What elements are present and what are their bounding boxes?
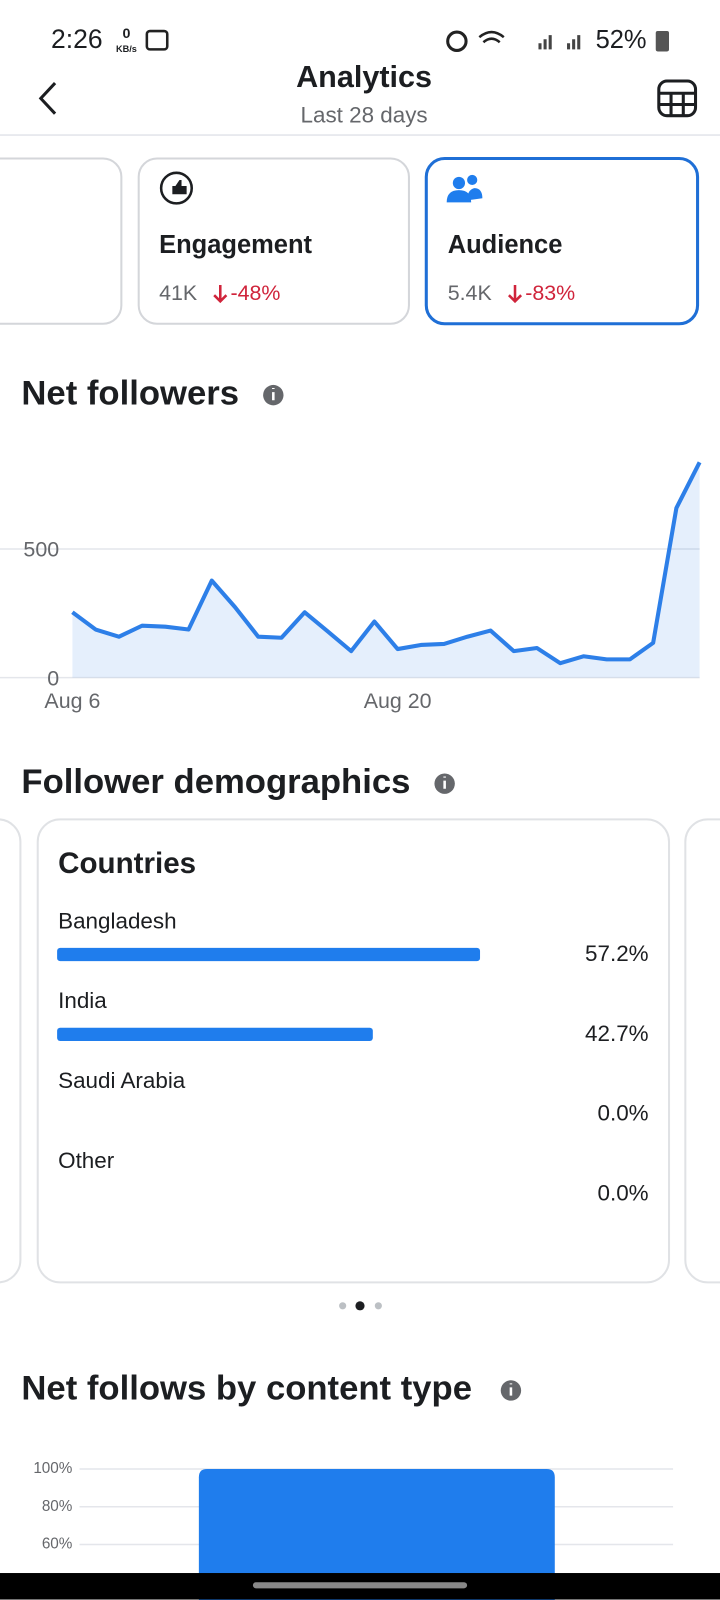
section-title: Net followers: [21, 374, 239, 412]
demographics-card: [0, 818, 22, 1284]
line-area: [72, 462, 700, 678]
metric-card-selected[interactable]: [424, 156, 700, 326]
battery-icon: [655, 31, 670, 52]
page-dot-active: [355, 1301, 365, 1311]
value-label: 0.0%: [598, 1180, 649, 1205]
bar: [57, 1027, 373, 1041]
section-title: Follower demographics: [21, 763, 410, 801]
x-tick-label: Aug 6: [44, 689, 100, 713]
home-handle[interactable]: [252, 1582, 468, 1589]
card-value: 5.4K: [448, 281, 493, 305]
y-tick-label: 60%: [42, 1536, 73, 1553]
card-label: Engagement: [159, 231, 312, 259]
net-speed: 0: [122, 26, 130, 42]
signal-icon: [538, 35, 581, 50]
wifi-icon: [478, 30, 505, 44]
page-dot: [374, 1302, 382, 1310]
x-tick-label: Aug 20: [364, 689, 432, 713]
header-title: Analytics: [296, 60, 432, 94]
bar: [57, 947, 481, 962]
value-label: 57.2%: [585, 941, 649, 966]
metric-card[interactable]: [137, 157, 410, 325]
y-tick-label: 500: [23, 538, 59, 562]
alarm-icon: [446, 30, 468, 52]
down-arrow: [213, 284, 228, 304]
card-title: Countries: [58, 847, 196, 880]
category-label: Saudi Arabia: [58, 1068, 186, 1093]
demographics-card: [684, 818, 720, 1284]
info-icon[interactable]: [500, 1380, 522, 1401]
category-label: India: [58, 988, 107, 1013]
demographics-card: [36, 818, 671, 1284]
back-button[interactable]: [38, 82, 57, 115]
net-unit: KB/s: [116, 44, 137, 54]
metric-card[interactable]: [0, 157, 123, 325]
battery-text: 52%: [596, 26, 647, 54]
y-tick-label: 80%: [42, 1498, 73, 1515]
section-title: Net follows by content type: [21, 1370, 472, 1408]
audience-icon: [446, 174, 483, 203]
engagement-icon: [172, 179, 187, 195]
card-change: -83%: [525, 281, 575, 305]
card-change: -48%: [230, 281, 280, 305]
engagement-icon: [159, 171, 194, 205]
info-icon[interactable]: [263, 384, 284, 406]
y-tick-label: 0: [47, 666, 59, 690]
header-subtitle: Last 28 days: [301, 103, 428, 128]
value-label: 42.7%: [585, 1021, 649, 1046]
gallery-icon: [145, 29, 169, 51]
card-value: 41K: [159, 281, 198, 305]
card-label: Audience: [448, 231, 563, 259]
status-time: 2:26: [51, 24, 103, 54]
category-label: Bangladesh: [58, 908, 176, 933]
y-tick-label: 100%: [33, 1460, 72, 1477]
down-arrow: [507, 284, 523, 304]
info-icon[interactable]: [434, 773, 455, 794]
value-label: 0.0%: [598, 1101, 649, 1126]
line: [71, 461, 702, 666]
content-type-chart: 100% 80% 60%: [33, 1460, 674, 1600]
bar: [198, 1469, 555, 1600]
category-label: Other: [58, 1148, 115, 1173]
table-button[interactable]: [657, 79, 698, 118]
page-dot: [339, 1302, 347, 1310]
